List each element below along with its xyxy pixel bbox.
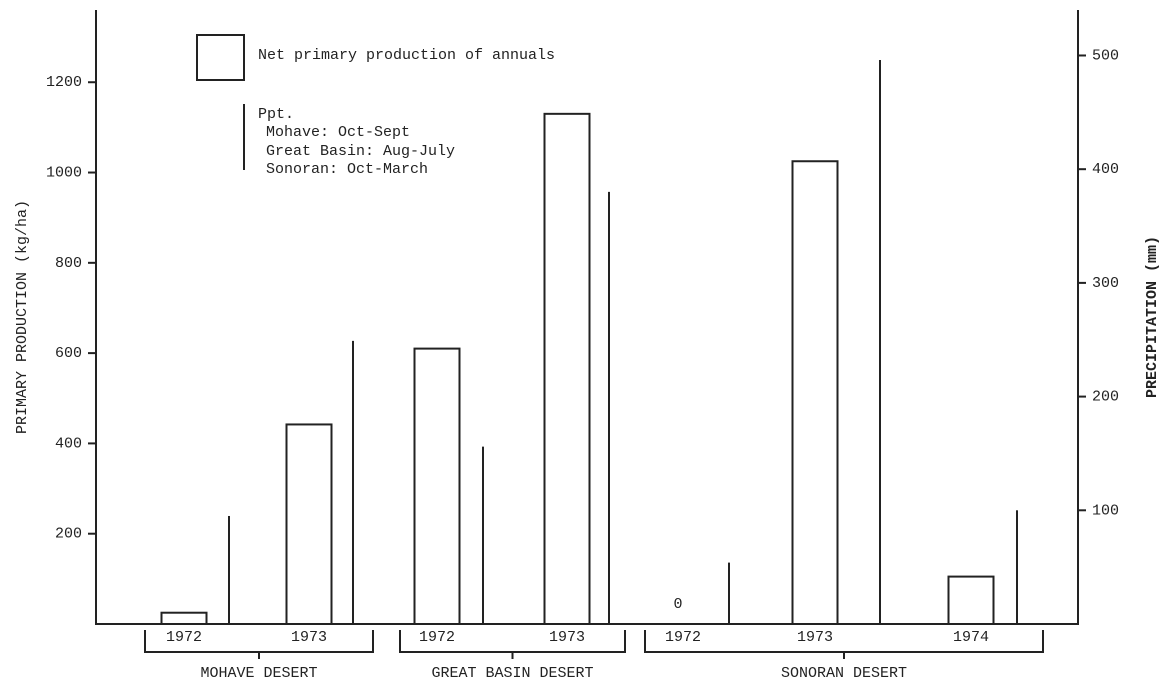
- group-bracket: [144, 630, 374, 659]
- y2-tick-label: 300: [1092, 275, 1119, 292]
- legend-label: Ppt.: [258, 106, 294, 123]
- legend-note: Great Basin: Aug-July: [266, 143, 455, 160]
- y-axis-label: PRIMARY PRODUCTION (kg/ha): [14, 200, 31, 434]
- legend-box-swatch: [196, 34, 245, 81]
- legend-label: Net primary production of annuals: [258, 47, 555, 64]
- x-tick-label: 1972: [665, 629, 701, 646]
- y-tick-label: 400: [55, 435, 82, 452]
- y2-axis-label: PRECIPITATION (mm): [1144, 236, 1161, 398]
- y2-tick-label: 200: [1092, 389, 1119, 406]
- bar: [413, 347, 461, 625]
- legend-note: Sonoran: Oct-March: [266, 161, 428, 178]
- x-tick-label: 1972: [166, 629, 202, 646]
- y2-tick-label: 400: [1092, 161, 1119, 178]
- group-label: GREAT BASIN DESERT: [431, 665, 593, 682]
- group-bracket: [644, 630, 1044, 659]
- x-tick-label: 1974: [953, 629, 989, 646]
- bar: [285, 423, 333, 626]
- group-label: MOHAVE DESERT: [200, 665, 317, 682]
- y-tick-label: 1000: [46, 164, 82, 181]
- x-tick-label: 1973: [291, 629, 327, 646]
- bar: [947, 575, 995, 625]
- y2-tick-label: 500: [1092, 47, 1119, 64]
- group-bracket: [399, 630, 626, 659]
- y2-tick-label: 100: [1092, 502, 1119, 519]
- y-tick-label: 200: [55, 526, 82, 543]
- y-tick-label: 1200: [46, 74, 82, 91]
- bar: [791, 160, 839, 625]
- y-tick-label: 800: [55, 255, 82, 272]
- bar: [160, 611, 208, 626]
- bar: [543, 112, 591, 626]
- legend-note: Mohave: Oct-Sept: [266, 124, 410, 141]
- y-tick-label: 600: [55, 345, 82, 362]
- value-label: 0: [673, 596, 682, 613]
- x-tick-label: 1973: [797, 629, 833, 646]
- x-tick-label: 1972: [419, 629, 455, 646]
- group-label: SONORAN DESERT: [781, 665, 907, 682]
- x-tick-label: 1973: [549, 629, 585, 646]
